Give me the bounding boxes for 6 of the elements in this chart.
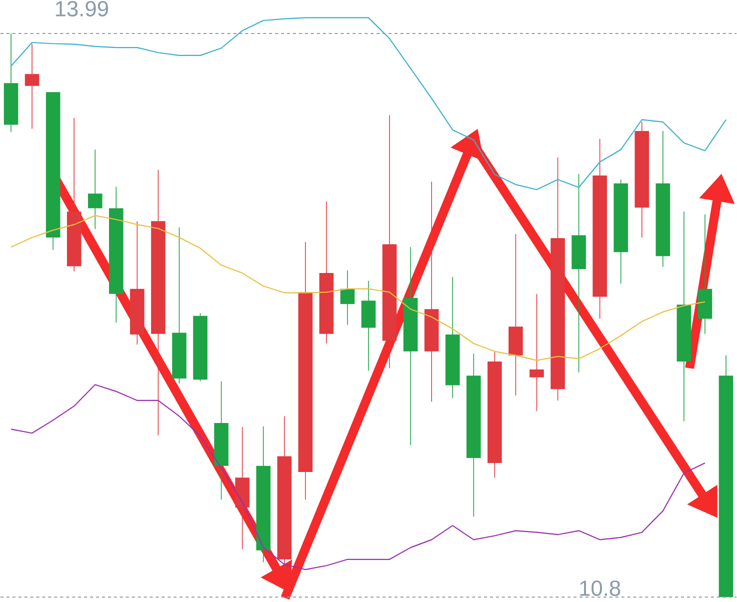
annotation: 10.8: [580, 580, 620, 596]
candlestick: [530, 293, 544, 412]
candlestick: [340, 270, 355, 326]
candlestick: [24, 44, 40, 129]
text: 13.99: [56, 0, 108, 16]
candlestick: [88, 149, 102, 230]
